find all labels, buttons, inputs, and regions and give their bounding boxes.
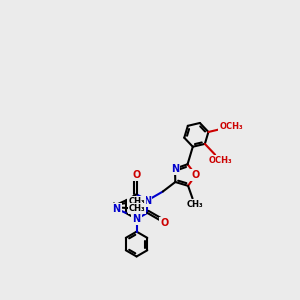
- Text: O: O: [132, 169, 141, 180]
- Text: CH₃: CH₃: [186, 200, 203, 209]
- Text: OCH₃: OCH₃: [209, 156, 233, 165]
- Text: CH₃: CH₃: [128, 197, 145, 206]
- Text: N: N: [143, 196, 152, 206]
- Text: O: O: [191, 170, 200, 180]
- Text: CH₃: CH₃: [129, 204, 145, 213]
- Text: N: N: [171, 164, 179, 174]
- Text: O: O: [160, 218, 169, 228]
- Text: N: N: [133, 214, 141, 224]
- Text: N: N: [112, 204, 121, 214]
- Text: OCH₃: OCH₃: [219, 122, 243, 131]
